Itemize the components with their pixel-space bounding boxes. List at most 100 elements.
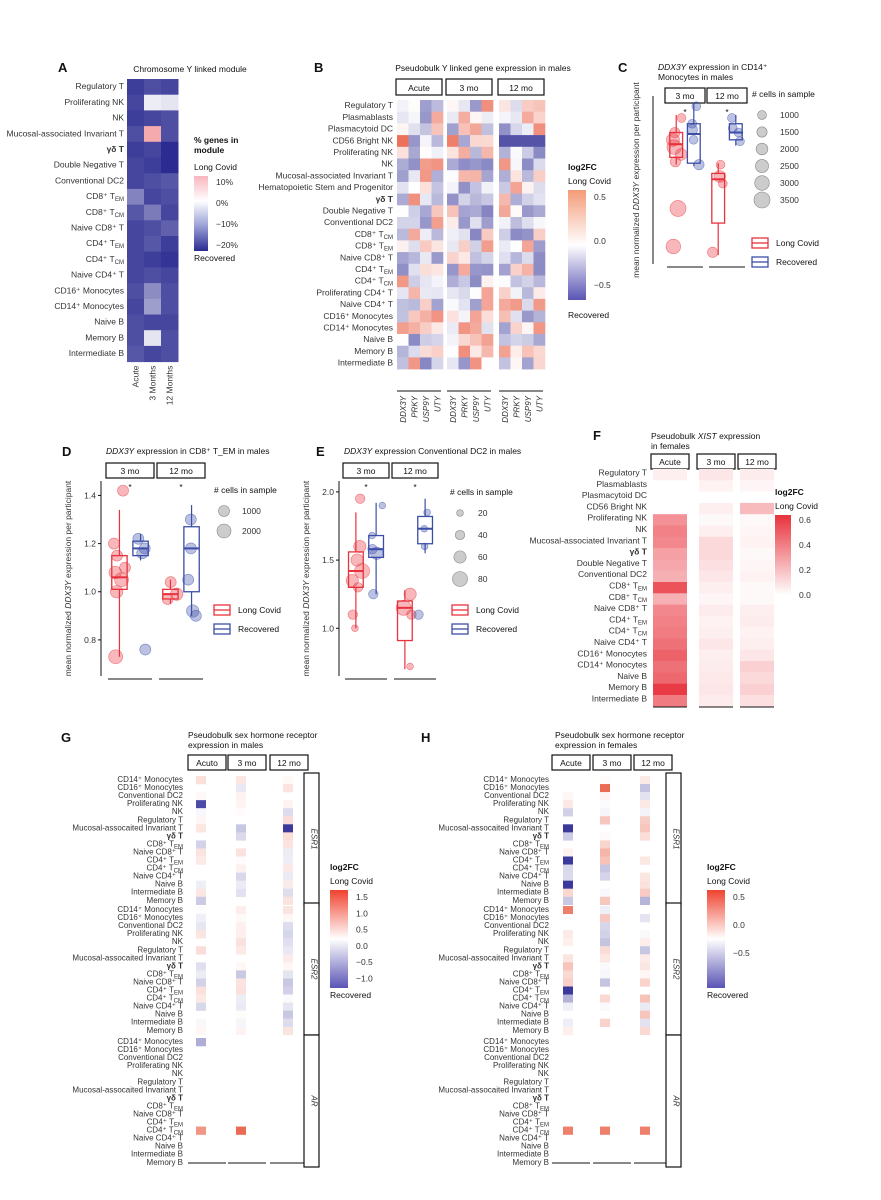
- panel-b-cell: [533, 334, 546, 346]
- panel-b-cell: [458, 287, 471, 300]
- panel-b-cell: [510, 123, 523, 136]
- panel-b-cell: [481, 228, 494, 241]
- panel-e-facet-strip: [342, 462, 390, 479]
- panel-h-cell: [600, 978, 610, 987]
- panel-f-cell: [653, 570, 687, 583]
- panel-a-row-label: CD8⁺ TCM: [86, 207, 124, 219]
- panel-b-cell: [397, 263, 409, 276]
- panel-h-cell: [563, 970, 573, 979]
- panel-g-cell: [236, 930, 246, 939]
- panel-b-cell: [522, 310, 534, 323]
- panel-a-legend-top: Long Covid: [194, 162, 237, 172]
- panel-g-row-label: CD8⁺ TEM: [147, 1101, 183, 1112]
- panel-b-cell: [431, 287, 444, 300]
- panel-d-size-legend-label: 2000: [242, 526, 261, 536]
- panel-f-title: in females: [651, 441, 690, 451]
- panel-h-cell: [563, 880, 573, 889]
- panel-b-cell: [420, 170, 432, 183]
- panel-e-box: [417, 515, 434, 545]
- panel-b-cell: [499, 275, 511, 288]
- panel-b-cell: [499, 345, 511, 358]
- panel-b-row-label: Proliferating CD4⁺ T: [316, 287, 393, 297]
- panel-f-legend-top: Long Covid: [775, 501, 818, 511]
- panel-b-cell: [522, 334, 534, 346]
- panel-d-facet-strip: [105, 462, 155, 479]
- panel-c-point: [691, 101, 702, 111]
- panel-c-point: [669, 127, 681, 138]
- panel-g-row-label: CD14⁺ Monocytes: [117, 1037, 183, 1046]
- panel-h-legend-bottom: Recovered: [707, 990, 748, 1000]
- panel-f-cell: [740, 672, 774, 684]
- panel-a-cell: [161, 251, 179, 268]
- panel-a-row-label: Regulatory T: [75, 81, 124, 91]
- panel-g-cell: [236, 1018, 246, 1027]
- panel-a-cell: [161, 220, 179, 237]
- panel-e-letter: E: [316, 444, 325, 459]
- panel-a-cell: [144, 267, 162, 284]
- panel-f-cell: [740, 593, 774, 605]
- panel-f-cell: [699, 649, 733, 662]
- panel-c-facet-strip: [706, 87, 748, 104]
- panel-h-cell: [640, 978, 650, 987]
- panel-c-point: [727, 113, 737, 123]
- panel-g-legend-bottom: Recovered: [330, 990, 371, 1000]
- panel-h-title: Pseudobulk sex hormone receptor: [555, 730, 685, 740]
- panel-f-row-label: Double Negative T: [577, 558, 647, 568]
- panel-g-cell: [196, 856, 206, 865]
- panel-c-facet-strip: [664, 87, 706, 104]
- panel-f-row-label: CD8⁺ TEM: [609, 580, 647, 592]
- panel-b-cell: [447, 146, 459, 159]
- panel-h-cell: [563, 800, 573, 809]
- panel-b-cell: [420, 228, 432, 241]
- panel-g-facet-label: Acuto: [196, 758, 218, 768]
- panel-f-cell: [699, 469, 733, 481]
- panel-b-cell: [533, 263, 546, 276]
- panel-a-legend-title: module: [194, 145, 224, 155]
- panel-f-cell: [653, 480, 687, 492]
- panel-b-cell: [470, 181, 482, 194]
- panel-b-cell: [533, 181, 546, 194]
- panel-b-cell: [499, 252, 511, 265]
- panel-h-cell: [640, 792, 650, 801]
- panel-b-cell: [481, 100, 494, 112]
- panel-b-cell: [447, 298, 459, 311]
- panel-g-row-label: Naive B: [155, 1010, 183, 1019]
- panel-a-legend-tick: −20%: [216, 240, 238, 250]
- panel-e-y-tick: 2.0: [322, 487, 334, 497]
- panel-g-row-label: CD16⁺ Monocytes: [117, 1045, 183, 1054]
- panel-a-cell: [144, 314, 162, 331]
- panel-d-title: DDX3Y expression in CD8⁺ T_EM in males: [106, 446, 270, 456]
- panel-b-cell: [458, 263, 471, 276]
- panel-b-cell: [481, 217, 494, 229]
- panel-h-row-label: CD8⁺ TEM: [513, 1101, 549, 1112]
- panel-b-cell: [522, 217, 534, 229]
- panel-a-cell: [127, 298, 145, 315]
- panel-f-row-label: Regulatory T: [598, 467, 647, 477]
- panel-b-cell: [533, 205, 546, 218]
- panel-c-sig-star: *: [683, 107, 687, 117]
- panel-g-row-label: Intermediate B: [131, 888, 183, 897]
- panel-g-row-label: Mucosal-assocaited Invariant T: [72, 823, 183, 832]
- panel-h-cell: [640, 872, 650, 881]
- panel-h-cell: [640, 994, 650, 1003]
- panel-b-cell: [420, 334, 432, 346]
- panel-h-row-label: Memory B: [513, 1026, 549, 1035]
- panel-b-cell: [470, 146, 482, 159]
- panel-f-cell: [740, 604, 774, 617]
- panel-a-cell: [127, 188, 145, 206]
- panel-b-cell: [431, 181, 444, 194]
- panel-a-cell: [161, 283, 179, 300]
- panel-g-cell: [283, 1018, 293, 1027]
- panel-b-cell: [397, 205, 409, 218]
- panel-a-cell: [127, 251, 145, 268]
- panel-b-cell: [447, 170, 459, 183]
- panel-b-cell: [447, 275, 459, 288]
- panel-f-cell: [653, 695, 687, 707]
- panel-f-row-label: Conventional DC2: [578, 569, 647, 579]
- panel-g-cell: [283, 906, 293, 915]
- panel-h-row-label: CD16⁺ Monocytes: [483, 1045, 549, 1054]
- panel-h-cell: [640, 1002, 650, 1011]
- panel-b-cell: [397, 181, 409, 194]
- panel-h-row-label: Regulatory T: [503, 815, 549, 824]
